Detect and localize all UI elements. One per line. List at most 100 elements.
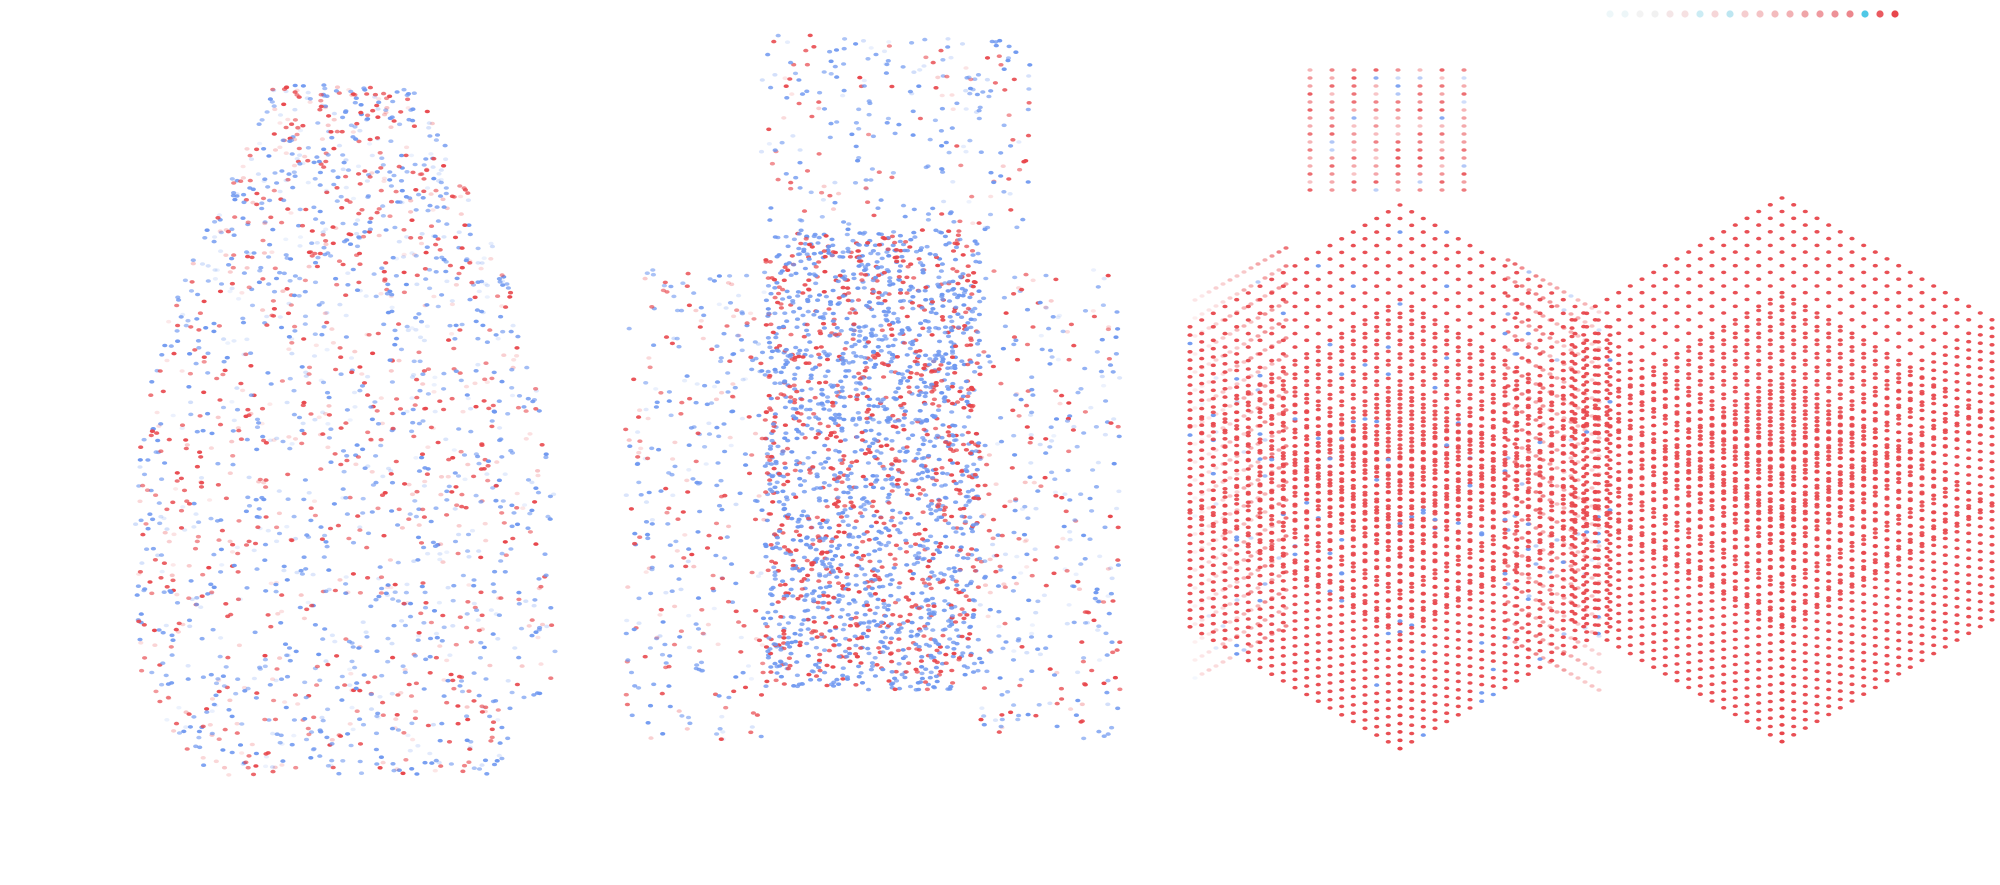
point	[925, 469, 931, 474]
point	[840, 285, 846, 290]
point	[174, 303, 180, 308]
point	[727, 301, 734, 305]
point	[169, 633, 175, 638]
point	[910, 306, 916, 311]
point	[866, 552, 872, 557]
point	[906, 661, 912, 665]
point	[889, 659, 895, 664]
point	[409, 375, 416, 379]
point	[969, 488, 976, 492]
point	[872, 275, 879, 280]
point	[867, 450, 873, 455]
point	[272, 148, 279, 152]
point	[891, 566, 897, 570]
point	[863, 484, 869, 489]
point	[907, 245, 913, 249]
point	[1012, 508, 1018, 513]
point	[324, 311, 330, 315]
point	[806, 416, 812, 420]
point	[460, 573, 466, 578]
point	[763, 410, 770, 415]
point	[244, 437, 250, 442]
point	[930, 60, 936, 65]
point	[464, 738, 470, 743]
point	[999, 713, 1005, 717]
point	[957, 613, 963, 617]
point	[433, 758, 439, 763]
point	[990, 536, 996, 541]
point	[869, 661, 876, 665]
point	[810, 538, 816, 542]
point	[897, 614, 903, 619]
point	[294, 570, 300, 575]
point	[840, 519, 846, 524]
point	[841, 490, 847, 495]
point	[870, 474, 876, 478]
point	[275, 612, 281, 616]
point	[700, 336, 706, 341]
point	[823, 380, 829, 385]
point	[425, 367, 432, 372]
point	[292, 107, 298, 112]
point	[670, 493, 676, 498]
point	[940, 423, 946, 427]
point	[320, 432, 326, 436]
point	[872, 578, 878, 582]
point	[949, 614, 956, 618]
point	[288, 537, 294, 542]
point	[519, 664, 525, 668]
point	[389, 292, 395, 297]
point	[1047, 634, 1053, 639]
point	[497, 741, 503, 745]
point	[169, 573, 175, 578]
point	[450, 678, 456, 683]
point	[213, 681, 220, 686]
point	[956, 488, 963, 493]
point	[823, 621, 829, 625]
point	[421, 687, 427, 691]
point	[830, 250, 836, 254]
point	[157, 699, 163, 704]
point	[760, 670, 766, 675]
point	[888, 593, 894, 598]
point	[1010, 589, 1017, 593]
point	[820, 403, 826, 407]
point	[331, 117, 337, 122]
point	[201, 355, 207, 360]
point	[504, 282, 510, 286]
point	[365, 374, 371, 379]
point	[257, 477, 263, 482]
point	[763, 544, 769, 549]
point	[822, 374, 829, 379]
point	[943, 661, 949, 665]
point	[1011, 292, 1017, 296]
point	[343, 421, 349, 425]
point	[835, 600, 841, 604]
point	[922, 37, 928, 42]
point	[438, 492, 444, 497]
point	[977, 365, 983, 370]
point	[1064, 419, 1071, 423]
point	[670, 457, 676, 461]
point	[411, 91, 417, 95]
point	[900, 621, 907, 625]
point	[897, 239, 903, 244]
point	[960, 532, 966, 536]
point	[484, 472, 490, 476]
point	[970, 598, 976, 602]
point	[356, 139, 362, 144]
point	[933, 357, 939, 361]
point	[859, 448, 865, 452]
point	[276, 511, 282, 516]
point	[330, 341, 336, 345]
point	[990, 542, 996, 547]
point	[790, 558, 796, 563]
point	[686, 547, 692, 551]
point	[954, 461, 961, 466]
point	[379, 266, 385, 271]
legend-dot	[1666, 10, 1674, 18]
point	[232, 197, 238, 202]
point	[876, 432, 882, 436]
point	[494, 759, 500, 763]
point	[904, 511, 911, 516]
